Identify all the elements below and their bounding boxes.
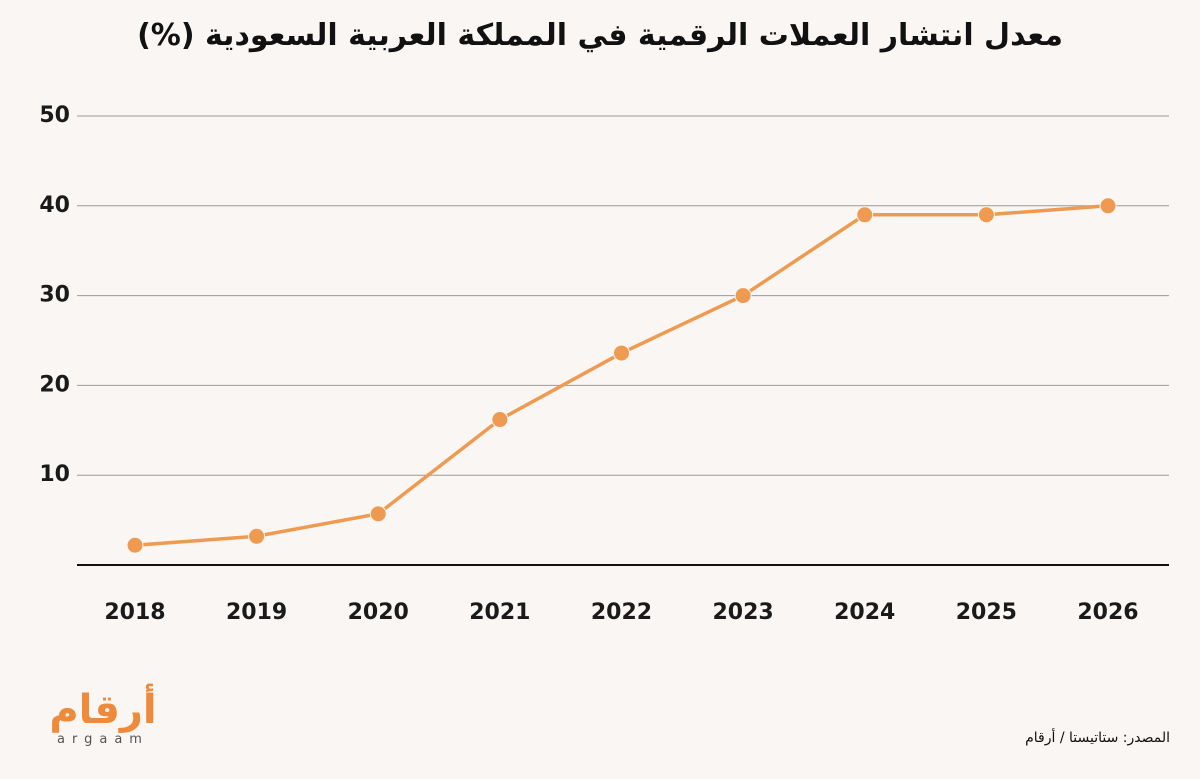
x-tick-label: 2026 [1077,600,1138,625]
x-axis-ticks: 2018 2019 2020 2021 2022 2023 2024 2025 2026 [104,600,1138,625]
logo-arabic: أرقام [49,687,157,733]
data-points [126,197,1117,554]
grid-lines [77,115,1169,476]
data-point-2019 [248,527,266,545]
y-tick-label: 50 [39,103,70,128]
x-tick-label: 2024 [834,600,895,625]
y-tick-label: 10 [39,462,70,487]
data-point-2024 [856,206,874,224]
data-point-2023 [734,287,752,305]
y-axis-ticks: 10 20 30 40 50 [39,103,70,487]
logo-english: argaam [57,732,149,747]
chart-title: معدل انتشار العملات الرقمية في المملكة ا… [137,18,1063,53]
x-tick-label: 2019 [226,600,287,625]
argaam-logo: أرقام argaam [28,688,178,758]
x-tick-label: 2023 [713,600,774,625]
data-point-2022 [613,344,630,362]
y-tick-label: 30 [39,283,70,308]
source-note: المصدر: ستاتيستا / أرقام [1025,730,1170,746]
series-line [134,204,1109,547]
y-tick-label: 40 [39,193,70,218]
data-point-2026 [1099,197,1117,215]
x-tick-label: 2020 [348,600,409,625]
x-tick-label: 2021 [469,600,530,625]
x-tick-label: 2018 [104,600,165,625]
x-tick-label: 2025 [956,600,1017,625]
data-point-2018 [126,536,144,554]
data-point-2025 [977,206,995,224]
x-tick-label: 2022 [591,600,652,625]
data-point-2020 [369,505,387,523]
y-tick-label: 20 [39,372,70,397]
data-point-2021 [491,411,509,429]
